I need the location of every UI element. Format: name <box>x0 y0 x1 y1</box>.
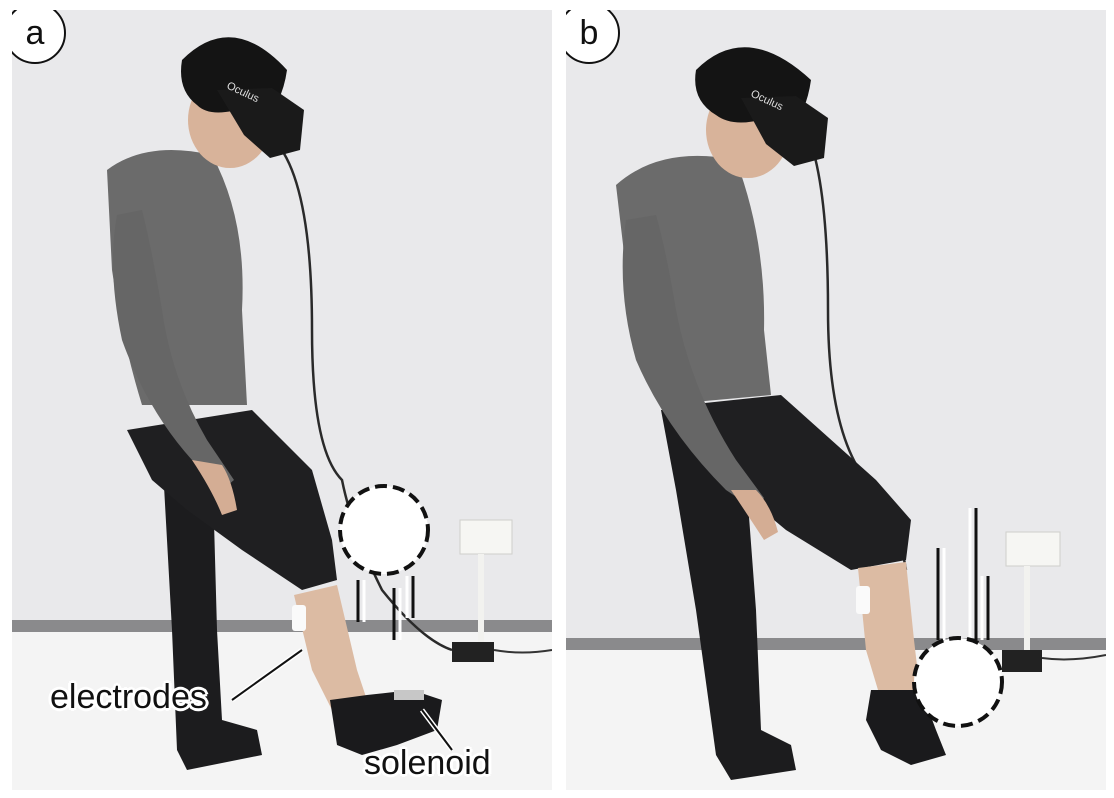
arm <box>113 210 234 490</box>
hand <box>192 460 237 515</box>
photo-scene-b: Oculus <box>566 10 1106 790</box>
photo-panel-b: Oculus b <box>566 10 1106 790</box>
solenoid-label: solenoid <box>364 744 491 782</box>
arm <box>622 215 764 510</box>
dashed-circle-marker <box>338 484 430 576</box>
front-thigh <box>686 395 911 570</box>
vr-headset <box>741 96 828 166</box>
solenoid-leader-line <box>421 709 453 751</box>
floor <box>566 650 1106 790</box>
front-foot <box>330 690 442 755</box>
dashed-circle-marker <box>912 636 1004 728</box>
baseboard <box>12 620 552 632</box>
back-leg <box>162 450 262 770</box>
back-leg <box>661 410 796 780</box>
control-box <box>452 642 494 662</box>
vr-headset <box>217 88 304 158</box>
photo-scene-a: Oculus <box>12 10 552 790</box>
wall-outlet <box>1005 531 1061 567</box>
electrode-pad <box>292 605 306 631</box>
outlet-stand <box>1024 566 1030 654</box>
front-calf <box>858 562 921 700</box>
hand <box>731 490 778 540</box>
photo-panel-a: Oculus a electrodes solenoid <box>12 10 552 790</box>
wall-outlet <box>459 519 513 555</box>
electrodes-leader-line <box>231 649 303 701</box>
solenoid-device <box>394 690 424 700</box>
outlet-stand <box>478 554 484 650</box>
electrode-pad <box>856 586 870 614</box>
electrodes-label: electrodes <box>50 678 207 716</box>
front-calf <box>294 585 367 710</box>
control-box <box>1002 650 1042 672</box>
